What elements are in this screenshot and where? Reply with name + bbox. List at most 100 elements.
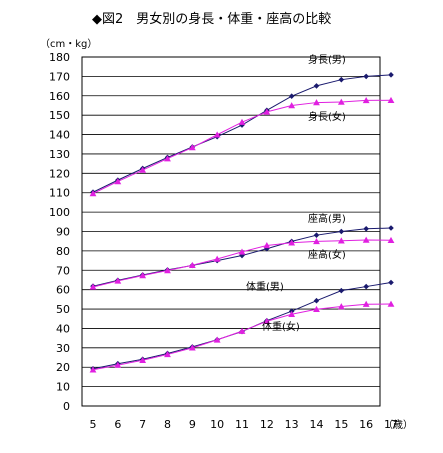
- y-tick-label: 180: [49, 51, 70, 64]
- y-tick-label: 80: [56, 245, 70, 258]
- series-label: 座高(男): [308, 212, 346, 225]
- y-tick-label: 20: [56, 361, 70, 374]
- data-point: [363, 283, 369, 290]
- y-tick-label: 150: [49, 109, 70, 122]
- x-tick-label: 16: [359, 418, 373, 431]
- data-point: [313, 297, 320, 304]
- data-point: [313, 305, 320, 312]
- data-point: [362, 236, 370, 243]
- series-label: 体重(男): [246, 280, 284, 293]
- data-point: [288, 93, 295, 99]
- data-series: [89, 72, 395, 373]
- data-point: [188, 261, 196, 268]
- data-point: [89, 283, 97, 290]
- data-point: [188, 344, 196, 351]
- data-point: [288, 310, 296, 318]
- data-point: [139, 356, 147, 363]
- y-tick-label: 130: [49, 148, 70, 161]
- data-point: [114, 277, 122, 284]
- y-tick-label: 90: [56, 226, 70, 239]
- x-tick-label: 6: [114, 418, 121, 431]
- data-point: [213, 255, 221, 262]
- data-point: [337, 237, 345, 244]
- y-tick-label: 140: [49, 129, 70, 142]
- data-point: [263, 108, 271, 115]
- y-tick-label: 70: [56, 264, 70, 277]
- series-4: [90, 279, 394, 372]
- data-point: [288, 102, 296, 109]
- y-tick-label: 30: [56, 342, 70, 355]
- series-line: [92, 239, 392, 288]
- series-5: [89, 300, 395, 373]
- axes: （cm・kg） （歳） 0 10 20 30 40 50 60 70 80 90 100 110 120…: [40, 38, 413, 431]
- data-point: [114, 361, 122, 368]
- data-point: [338, 76, 345, 83]
- series-line: [92, 74, 392, 193]
- series-2: [90, 225, 394, 289]
- data-point: [89, 366, 97, 373]
- series-1: [89, 96, 395, 197]
- data-point: [164, 351, 171, 358]
- y-tick-label: 40: [56, 322, 70, 335]
- data-point: [313, 232, 320, 238]
- series-line: [92, 99, 392, 194]
- data-point: [114, 178, 122, 185]
- y-tick-label: 160: [49, 90, 70, 103]
- series-label: 座高(女): [308, 248, 346, 261]
- series-0: [90, 72, 394, 195]
- y-tick-label: 50: [56, 303, 70, 316]
- data-point: [387, 300, 395, 307]
- grid-lines: [81, 56, 381, 407]
- y-tick-label: 120: [49, 167, 70, 180]
- y-tick-label: 170: [49, 70, 70, 83]
- data-point: [213, 131, 221, 138]
- series-label: 体重(女): [262, 320, 300, 333]
- y-tick-label: 100: [49, 206, 70, 219]
- x-tick-label: 15: [334, 418, 348, 431]
- data-point: [388, 72, 394, 78]
- y-tick-label: 60: [56, 284, 70, 297]
- data-point: [313, 99, 320, 106]
- y-tick-label: 0: [63, 400, 70, 413]
- data-point: [288, 239, 296, 246]
- data-point: [263, 317, 271, 324]
- data-point: [363, 225, 369, 232]
- x-tick-label: 7: [139, 418, 146, 431]
- data-point: [362, 97, 370, 104]
- series-labels: 身長(男) 身長(女) 座高(男) 座高(女) 体重(男) 体重(女): [246, 53, 346, 333]
- data-point: [238, 248, 246, 255]
- x-tick-label: 8: [164, 418, 171, 431]
- x-tick-label: 14: [310, 418, 324, 431]
- y-axis-label: （cm・kg）: [40, 38, 97, 50]
- data-point: [139, 166, 147, 173]
- data-point: [89, 190, 97, 197]
- data-point: [313, 237, 320, 245]
- data-point: [313, 83, 320, 89]
- data-point: [164, 155, 171, 162]
- x-tick-label: 5: [90, 418, 97, 431]
- data-point: [164, 267, 171, 274]
- x-tick-label: 11: [235, 418, 249, 431]
- data-point: [388, 279, 394, 286]
- x-tick-label: 12: [260, 418, 274, 431]
- x-tick-label: 17: [384, 418, 398, 431]
- data-point: [238, 118, 246, 125]
- y-tick-label: 10: [56, 381, 70, 394]
- x-tick-label: 13: [285, 418, 299, 431]
- data-point: [337, 303, 345, 310]
- x-tick-label: 9: [189, 418, 196, 431]
- data-point: [388, 225, 394, 231]
- series-label: 身長(女): [308, 110, 346, 123]
- chart-title: ◆図2 男女別の身長・体重・座高の比較: [92, 12, 332, 27]
- data-point: [338, 228, 345, 235]
- y-tick-label: 110: [49, 187, 70, 200]
- data-point: [363, 73, 369, 80]
- data-point: [238, 327, 246, 334]
- data-point: [263, 242, 271, 249]
- data-point: [213, 336, 221, 343]
- series-3: [89, 236, 395, 290]
- data-point: [362, 300, 370, 307]
- series-label: 身長(男): [308, 53, 346, 66]
- series-line: [92, 281, 392, 370]
